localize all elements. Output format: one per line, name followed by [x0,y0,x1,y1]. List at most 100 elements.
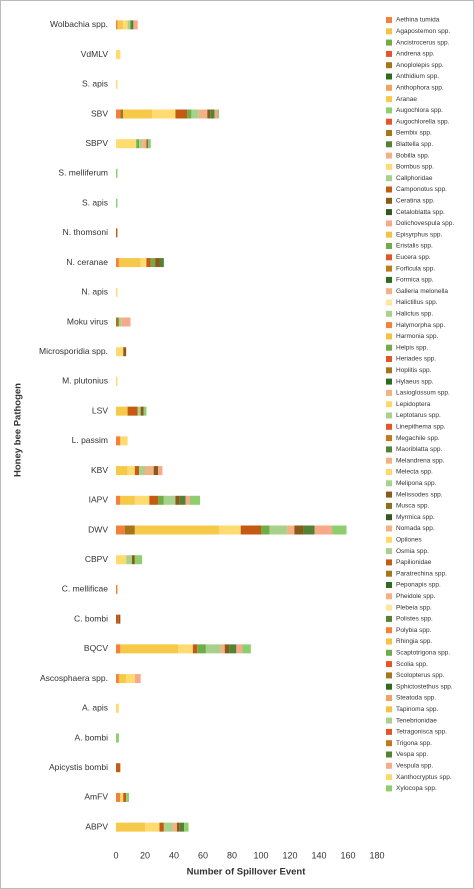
y-axis-title: Honey bee Pathogen [13,383,24,477]
y-tick-label: Microsporidia spp. [39,346,108,356]
bar-segment [134,555,143,565]
legend-label: Leptotarus spp. [396,412,441,419]
legend-swatch [386,548,392,555]
legend-swatch [386,785,392,792]
legend-swatch [386,672,392,679]
bar-segment [126,555,132,565]
x-tick-label: 120 [282,850,297,860]
bar-segment [314,525,333,535]
y-tick-label: SBPV [85,138,108,148]
legend-swatch [386,570,392,577]
legend-label: Melecta spp. [396,469,433,476]
legend-label: Heriades spp. [396,356,436,363]
legend-swatch [386,344,392,351]
legend-swatch [386,220,392,227]
bar-segment [133,20,138,30]
y-tick-label: SBV [91,108,108,118]
bar-segment [176,822,180,832]
legend-swatch [386,378,392,385]
y-tick-label: N. ceranae [66,257,108,267]
x-tick-label: 60 [198,850,208,860]
bar-segment [123,792,127,802]
legend-swatch [386,28,392,35]
legend-label: Tapinoma spp. [396,706,438,713]
y-tick-label: C. bombi [74,613,108,623]
bar-segment [118,674,127,684]
legend-swatch [386,322,392,329]
bar-segment [192,644,198,654]
bar-segment [126,792,130,802]
legend-label: Agapostemon spp. [396,28,450,35]
bar-segment [118,317,122,327]
bar-segment [159,822,164,832]
legend-label: Forficula spp. [396,265,435,272]
legend-swatch [386,593,392,600]
bar-segment [116,287,118,297]
y-tick-label: DWV [88,524,108,534]
bar-segment [116,822,145,832]
legend-swatch [386,446,392,453]
bar-segment [118,614,121,624]
legend-swatch [386,265,392,272]
bar-segment [191,109,199,119]
bar-segment [153,466,159,476]
bar-segment [116,555,127,565]
legend-swatch [386,514,392,521]
legend-label: Augochlora spp. [396,107,443,114]
legend-swatch [386,17,392,23]
legend-label: Galleria melonella [396,288,448,295]
legend-label: Dolichovespula spp. [396,220,454,227]
bar-segment [159,258,164,268]
legend-label: Halymorpha spp. [396,322,445,329]
legend-label: Formica spp. [396,277,434,284]
legend-swatch [386,118,392,125]
legend-swatch [386,695,392,701]
bar-segment [214,109,218,119]
bar-segment [116,436,121,446]
bar-segment [124,525,135,535]
legend-label: Peponapis spp. [396,582,441,589]
legend-label: Xylocopa spp. [396,785,437,792]
legend-swatch [386,367,392,374]
legend-swatch [386,84,392,91]
legend-swatch [386,774,392,781]
legend-swatch [386,683,392,690]
y-tick-label: AmFV [84,792,108,802]
x-tick-label: 0 [113,850,118,860]
bar-segment [116,317,119,327]
bar-segment [134,466,140,476]
bar-segment [163,822,173,832]
y-tick-label: S. melliferum [58,168,108,178]
bar-segment [240,525,261,535]
bar-segment [145,466,154,476]
legend-swatch [386,231,392,238]
x-axis-title: Number of Spillover Event [187,867,307,878]
legend-label: Paratrechina spp. [396,570,447,577]
bar-segment [117,20,124,30]
bar-segment [139,466,145,476]
legend-label: Sphictostethus spp. [396,683,453,690]
legend-swatch [386,209,392,216]
x-tick-label: 160 [340,850,355,860]
legend-swatch [386,288,392,295]
bar-segment [118,258,141,268]
bar-segment [229,644,237,654]
bar-segment [189,495,201,505]
bar-segment [116,198,118,208]
bar-segment [236,644,243,654]
bar-segment [116,703,119,713]
legend-swatch [386,310,392,317]
legend-label: Trigona spp. [396,740,432,747]
legend-label: Steatoda spp. [396,695,436,702]
legend-swatch [386,107,392,114]
y-tick-label: C. mellificae [62,584,109,594]
y-tick-label: M. plutonius [62,376,108,386]
legend-swatch [386,661,392,668]
legend-swatch [386,762,392,769]
legend-swatch [386,740,392,747]
x-tick-label: 20 [140,850,150,860]
bar-segment [116,763,121,773]
bar-segment [116,584,118,594]
legend-swatch [386,96,392,103]
